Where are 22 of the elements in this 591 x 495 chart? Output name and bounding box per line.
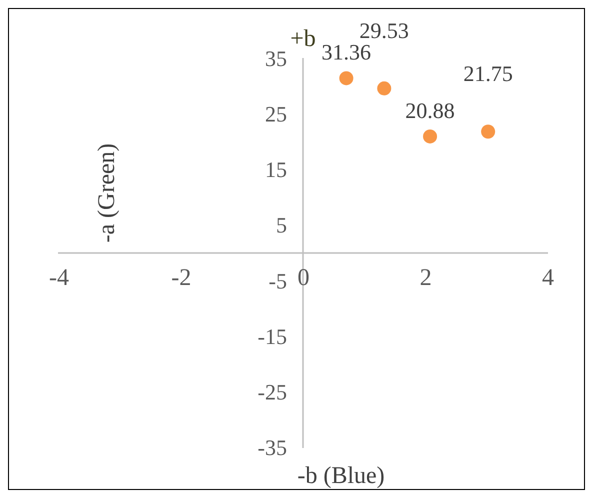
x-tick-label: 2 xyxy=(420,265,432,291)
x-tick-label: -2 xyxy=(171,265,192,291)
y-tick-label: -15 xyxy=(258,324,287,349)
point xyxy=(423,129,438,144)
y-tick-label: 5 xyxy=(276,212,287,238)
point xyxy=(377,81,392,96)
x-tick-label: 4 xyxy=(542,265,554,291)
point xyxy=(481,124,496,139)
data-label: 20.88 xyxy=(405,98,455,123)
x-axis-title: -b (Blue) xyxy=(297,463,385,489)
x-tick-label: 0 xyxy=(298,265,310,291)
y-tick-label: -25 xyxy=(258,379,287,404)
y-tick-label: -35 xyxy=(258,435,287,460)
y-tick-label: -5 xyxy=(268,268,287,294)
text: +b xyxy=(290,26,316,52)
y-tick-label: 35 xyxy=(265,46,287,71)
x-tick-label: -4 xyxy=(49,265,69,291)
y-axis-title: -a (Green) xyxy=(94,143,120,243)
y-tick-label: 25 xyxy=(265,102,287,127)
data-label: 21.75 xyxy=(463,61,513,86)
y-tick-label: 15 xyxy=(265,157,287,182)
point xyxy=(339,71,354,86)
